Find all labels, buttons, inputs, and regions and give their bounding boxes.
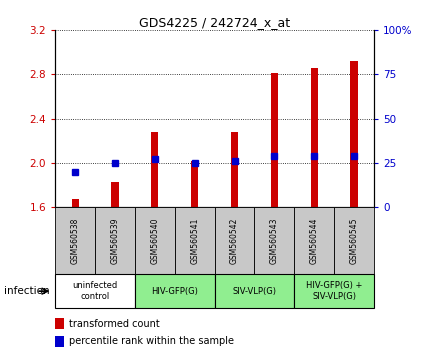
Text: GSM560545: GSM560545	[350, 217, 359, 264]
Text: GSM560543: GSM560543	[270, 217, 279, 264]
Bar	[135, 274, 215, 308]
Bar	[151, 132, 159, 207]
Title: GDS4225 / 242724_x_at: GDS4225 / 242724_x_at	[139, 16, 290, 29]
Bar	[231, 132, 238, 207]
Text: SIV-VLP(G): SIV-VLP(G)	[232, 287, 277, 296]
Bar	[351, 61, 358, 207]
Bar	[191, 161, 198, 207]
Bar	[55, 274, 135, 308]
Bar	[334, 207, 374, 274]
Bar	[95, 207, 135, 274]
Text: percentile rank within the sample: percentile rank within the sample	[69, 336, 234, 346]
Text: GSM560538: GSM560538	[71, 217, 79, 264]
Bar	[55, 207, 95, 274]
Bar	[175, 207, 215, 274]
Bar	[215, 274, 294, 308]
Text: GSM560541: GSM560541	[190, 217, 199, 264]
Bar	[111, 182, 119, 207]
Text: uninfected
control: uninfected control	[73, 281, 118, 301]
Bar	[135, 207, 175, 274]
Text: GSM560544: GSM560544	[310, 217, 319, 264]
Text: transformed count: transformed count	[69, 319, 159, 329]
Text: GSM560540: GSM560540	[150, 217, 159, 264]
Text: HIV-GFP(G) +
SIV-VLP(G): HIV-GFP(G) + SIV-VLP(G)	[306, 281, 363, 301]
Bar	[215, 207, 255, 274]
Text: infection: infection	[4, 286, 50, 296]
Text: HIV-GFP(G): HIV-GFP(G)	[151, 287, 198, 296]
Bar	[271, 73, 278, 207]
Bar	[55, 318, 64, 329]
Bar	[255, 207, 294, 274]
Bar	[294, 207, 334, 274]
Text: GSM560542: GSM560542	[230, 217, 239, 264]
Bar	[71, 199, 79, 207]
Bar	[294, 274, 374, 308]
Bar	[55, 336, 64, 347]
Text: GSM560539: GSM560539	[110, 217, 119, 264]
Bar	[311, 68, 318, 207]
